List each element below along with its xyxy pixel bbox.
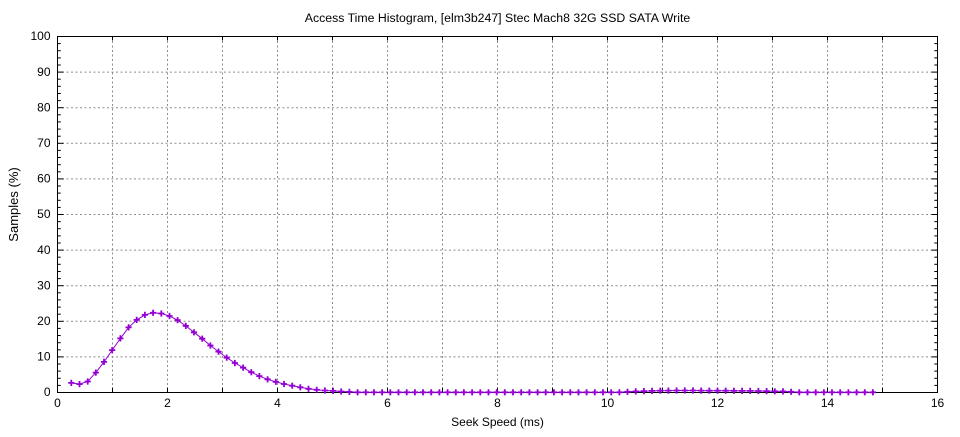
svg-text:10: 10 bbox=[601, 396, 615, 410]
svg-text:16: 16 bbox=[931, 396, 945, 410]
svg-text:Access Time Histogram, [elm3b2: Access Time Histogram, [elm3b247] Stec M… bbox=[305, 11, 691, 25]
svg-text:10: 10 bbox=[37, 350, 51, 364]
svg-text:2: 2 bbox=[164, 396, 171, 410]
svg-text:30: 30 bbox=[37, 278, 51, 292]
svg-text:0: 0 bbox=[54, 396, 61, 410]
svg-text:Samples (%): Samples (%) bbox=[6, 167, 21, 241]
svg-text:14: 14 bbox=[821, 396, 835, 410]
svg-text:70: 70 bbox=[37, 136, 51, 150]
svg-text:90: 90 bbox=[37, 65, 51, 79]
svg-text:4: 4 bbox=[274, 396, 281, 410]
svg-text:8: 8 bbox=[494, 396, 501, 410]
svg-text:0: 0 bbox=[44, 385, 51, 399]
svg-text:6: 6 bbox=[384, 396, 391, 410]
svg-text:80: 80 bbox=[37, 100, 51, 114]
svg-text:12: 12 bbox=[711, 396, 725, 410]
svg-text:50: 50 bbox=[37, 207, 51, 221]
svg-text:Seek Speed (ms): Seek Speed (ms) bbox=[451, 415, 544, 429]
svg-text:60: 60 bbox=[37, 172, 51, 186]
svg-text:20: 20 bbox=[37, 314, 51, 328]
svg-text:40: 40 bbox=[37, 243, 51, 257]
svg-text:100: 100 bbox=[30, 29, 50, 43]
